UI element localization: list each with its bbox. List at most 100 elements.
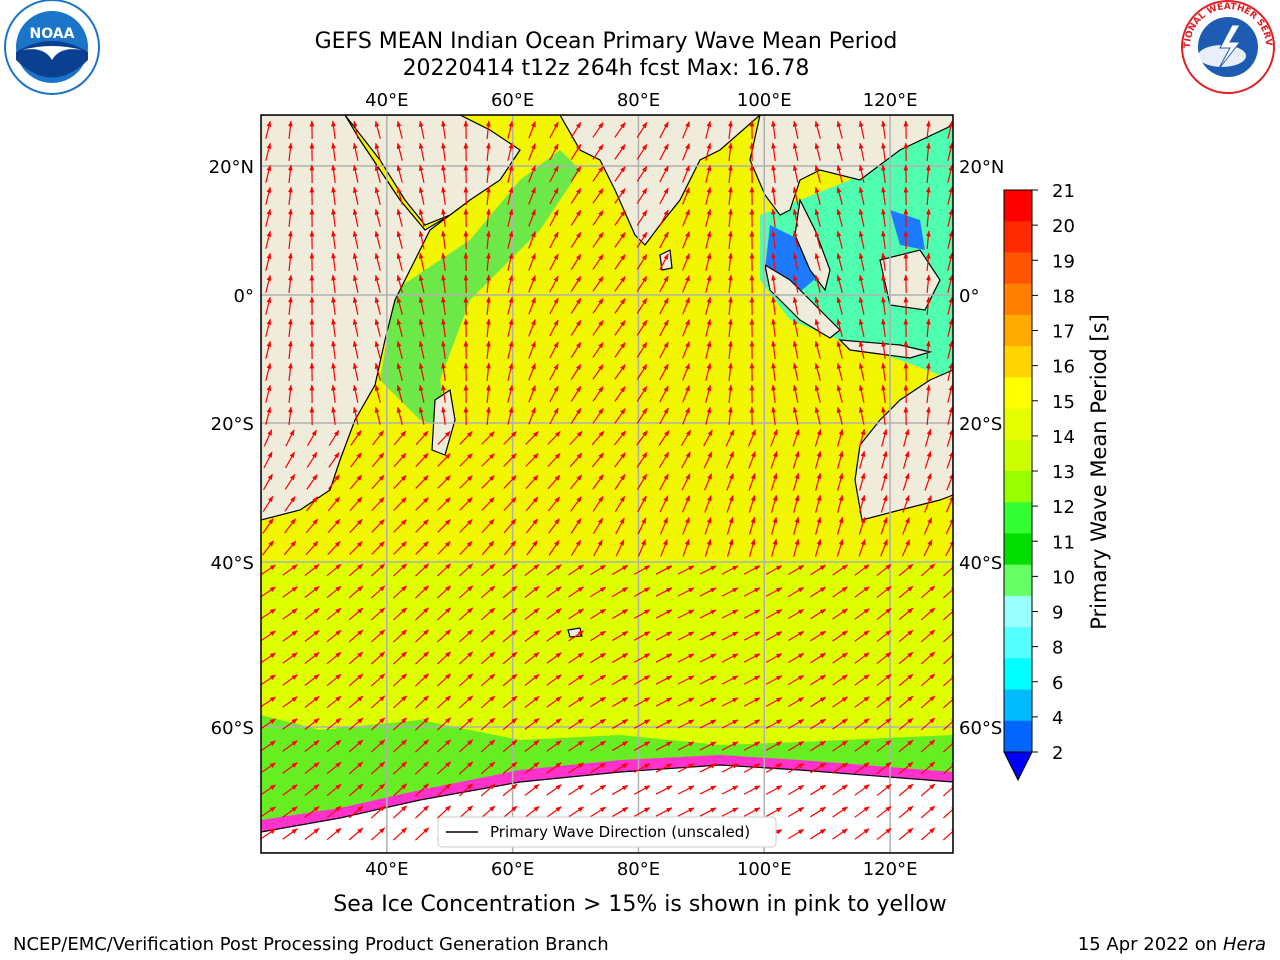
wave-arrow xyxy=(524,717,540,731)
wave-arrow xyxy=(282,630,298,642)
wave-arrow xyxy=(681,451,691,469)
wave-arrow xyxy=(436,761,452,775)
wave-arrow xyxy=(480,673,496,687)
wave-arrow xyxy=(923,517,933,535)
wave-arrow xyxy=(261,762,276,774)
wave-arrow xyxy=(728,252,733,272)
wave-arrow xyxy=(836,186,843,205)
wave-arrow xyxy=(682,297,690,315)
wave-arrow xyxy=(703,451,713,469)
wave-arrow xyxy=(261,740,276,752)
wave-arrow xyxy=(699,609,717,619)
wave-arrow xyxy=(480,783,496,797)
wave-arrow xyxy=(548,540,560,556)
wave-arrow xyxy=(352,274,359,293)
wave-arrow xyxy=(699,741,717,751)
wave-arrow xyxy=(636,121,648,138)
wave-arrow xyxy=(682,385,690,403)
wave-arrow xyxy=(787,718,805,730)
colorbar-tick-label: 10 xyxy=(1052,567,1075,588)
wave-arrow xyxy=(748,494,756,513)
wave-arrow xyxy=(392,695,408,709)
wave-arrow xyxy=(771,384,776,404)
wave-arrow xyxy=(854,762,870,774)
wave-arrow xyxy=(814,450,822,469)
wave-arrow xyxy=(524,607,540,621)
wave-arrow xyxy=(418,120,425,139)
colorbar-tick-label: 6 xyxy=(1052,673,1063,694)
wave-arrow xyxy=(485,274,491,294)
wave-arrow xyxy=(854,696,870,708)
colorbar-segment xyxy=(1004,377,1032,410)
wave-arrow xyxy=(898,651,914,665)
wave-arrow xyxy=(765,631,783,641)
colorbar-segment xyxy=(1004,471,1032,503)
wave-arrow xyxy=(546,696,562,708)
wave-arrow xyxy=(947,406,953,425)
wave-arrow xyxy=(348,739,364,753)
wave-arrow xyxy=(743,785,761,795)
wave-arrow xyxy=(810,630,827,642)
indochina xyxy=(749,115,953,216)
wave-arrow xyxy=(480,761,496,775)
wave-arrow xyxy=(898,695,914,709)
wave-arrow xyxy=(947,362,953,381)
wave-arrow xyxy=(328,474,340,490)
wave-arrow xyxy=(458,629,474,643)
wave-arrow xyxy=(570,275,582,292)
wave-arrow xyxy=(787,696,805,708)
wave-arrow xyxy=(814,406,821,425)
wave-arrow xyxy=(705,208,712,227)
wave-arrow xyxy=(659,275,669,293)
wave-arrow xyxy=(288,186,293,206)
wave-arrow xyxy=(792,208,799,227)
wave-arrow xyxy=(590,608,607,620)
wave-arrow xyxy=(659,407,669,425)
wave-arrow xyxy=(787,564,805,576)
wave-arrow xyxy=(743,741,761,751)
wave-arrow xyxy=(437,453,451,467)
wave-arrow xyxy=(925,340,931,360)
wave-arrow xyxy=(502,563,518,577)
colorbar-label: Primary Wave Mean Period [s] xyxy=(1087,314,1111,630)
wave-arrow xyxy=(288,208,293,228)
wave-arrow xyxy=(261,586,276,598)
wave-arrow xyxy=(549,385,559,403)
wave-arrow xyxy=(352,252,359,271)
wave-arrow xyxy=(441,274,446,293)
wave-arrow xyxy=(721,763,739,773)
wave-arrow xyxy=(792,362,799,381)
wave-arrow xyxy=(485,164,491,184)
wave-arrow xyxy=(288,384,293,404)
wave-arrow xyxy=(306,474,318,490)
wave-arrow xyxy=(614,474,626,490)
wave-arrow xyxy=(458,585,474,599)
wave-arrow xyxy=(549,407,559,425)
wave-arrow xyxy=(570,385,582,402)
wave-arrow xyxy=(814,538,822,557)
wave-arrow xyxy=(590,674,607,686)
wave-arrow xyxy=(947,384,953,403)
wave-arrow xyxy=(591,430,605,446)
wave-arrow xyxy=(792,472,800,491)
wave-arrow xyxy=(792,384,799,403)
wave-arrow xyxy=(331,164,336,184)
wave-arrow xyxy=(682,209,690,227)
lat-label-left: 40°S xyxy=(211,553,254,574)
wave-arrow xyxy=(721,697,739,707)
wave-arrow xyxy=(810,608,827,620)
wave-arrow xyxy=(307,429,317,447)
lat-label-left: 0° xyxy=(234,286,254,307)
wave-arrow xyxy=(682,363,690,381)
wave-arrow xyxy=(374,142,381,161)
wave-arrow xyxy=(810,806,827,818)
wave-arrow xyxy=(881,252,886,271)
wave-arrow xyxy=(415,629,430,643)
wave-arrow xyxy=(549,297,559,315)
wave-arrow xyxy=(726,473,734,491)
wave-arrow xyxy=(633,697,651,707)
wave-arrow xyxy=(437,497,451,511)
wave-arrow xyxy=(659,143,669,161)
wave-arrow xyxy=(265,406,272,425)
wave-arrow xyxy=(942,629,953,643)
